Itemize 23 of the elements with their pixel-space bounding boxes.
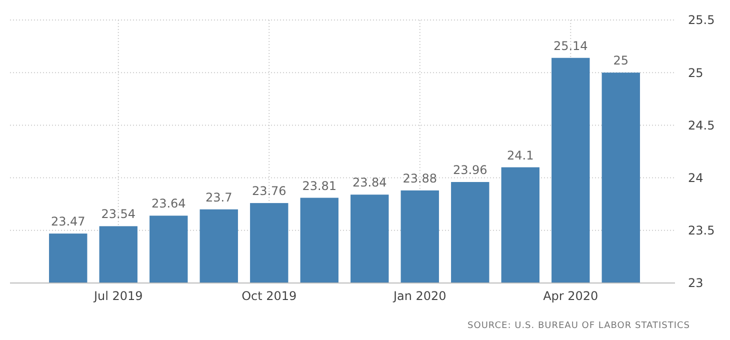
y-tick-label: 25 bbox=[688, 66, 704, 80]
data-label: 25.14 bbox=[553, 38, 588, 53]
y-tick-label: 25.5 bbox=[688, 13, 715, 28]
y-tick-label: 24 bbox=[688, 171, 704, 185]
x-tick-label: Oct 2019 bbox=[242, 289, 297, 303]
data-label: 23.54 bbox=[101, 207, 136, 222]
y-tick-label: 23 bbox=[688, 276, 704, 290]
data-label: 23.7 bbox=[206, 190, 232, 204]
data-label: 25 bbox=[613, 54, 629, 68]
data-label: 23.64 bbox=[151, 196, 186, 211]
y-tick-label: 23.5 bbox=[688, 224, 715, 238]
data-label: 23.76 bbox=[252, 184, 286, 198]
data-label: 23.81 bbox=[302, 178, 337, 193]
data-label: 23.84 bbox=[352, 176, 387, 190]
data-label: 23.88 bbox=[402, 171, 438, 186]
x-tick-label: Apr 2020 bbox=[543, 289, 598, 303]
source-note: SOURCE: U.S. BUREAU OF LABOR STATISTICS bbox=[468, 321, 690, 331]
x-tick-label: Jul 2019 bbox=[92, 289, 143, 303]
data-label: 24.1 bbox=[507, 148, 534, 162]
y-tick-label: 24.5 bbox=[688, 118, 715, 132]
data-label: 23.47 bbox=[50, 214, 86, 229]
x-tick-label: Jan 2020 bbox=[392, 289, 446, 303]
data-label: 23.96 bbox=[452, 163, 488, 178]
